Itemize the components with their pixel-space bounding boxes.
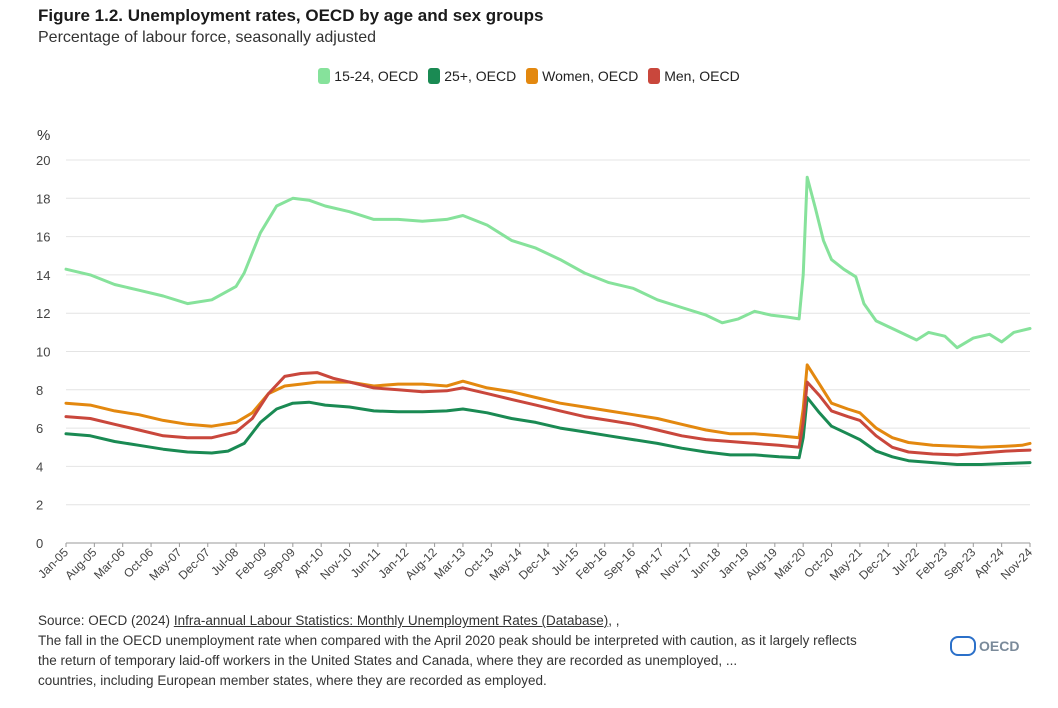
series-line-women-oecd[interactable] xyxy=(64,363,1032,449)
x-tick-label: Nov-10 xyxy=(317,545,354,582)
legend-swatch-women xyxy=(526,68,539,84)
chart-legend: 15-24, OECD 25+, OECD Women, OECD Men, O… xyxy=(0,68,1058,87)
source-suffix: , , xyxy=(608,613,620,628)
x-tick-label: May-14 xyxy=(487,545,525,583)
legend-label-women: Women, OECD xyxy=(542,68,639,84)
x-tick-label: Nov-24 xyxy=(998,545,1035,582)
x-tick-label: Aug-19 xyxy=(743,545,780,582)
x-tick-label: Mar-20 xyxy=(772,545,809,582)
x-tick-label: Dec-07 xyxy=(176,545,213,582)
y-tick-label: 8 xyxy=(36,383,43,398)
y-tick-label: 18 xyxy=(36,191,50,206)
x-tick-label: Mar-13 xyxy=(431,545,468,582)
x-tick-label: Nov-17 xyxy=(658,545,695,582)
legend-swatch-men xyxy=(648,68,661,84)
x-tick-label: May-21 xyxy=(827,545,865,583)
y-tick-label: 16 xyxy=(36,230,50,245)
x-tick-label: Jun-11 xyxy=(348,545,383,580)
y-tick-label: 20 xyxy=(36,153,50,168)
x-tick-label: May-07 xyxy=(146,545,184,583)
series-line-25-oecd[interactable] xyxy=(64,396,1032,466)
oecd-logo-icon xyxy=(950,636,976,656)
y-tick-label: 10 xyxy=(36,345,50,360)
legend-item-15-24[interactable]: 15-24, OECD xyxy=(318,68,418,84)
x-tick-label: Aug-05 xyxy=(62,545,99,582)
series-line-15-24-oecd[interactable] xyxy=(64,175,1032,350)
x-tick-label: Sep-09 xyxy=(261,545,298,582)
legend-label-men: Men, OECD xyxy=(664,68,740,84)
y-tick-label: 12 xyxy=(36,306,50,321)
legend-swatch-15-24 xyxy=(318,68,331,84)
x-tick-label: Mar-06 xyxy=(91,545,128,582)
legend-item-men[interactable]: Men, OECD xyxy=(648,68,740,84)
x-tick-label: Sep-16 xyxy=(601,545,638,582)
y-tick-label: 6 xyxy=(36,421,43,436)
oecd-watermark: OECD xyxy=(950,636,1019,656)
legend-swatch-25-plus xyxy=(428,68,441,84)
note-line-3: countries, including European member sta… xyxy=(38,673,547,688)
y-axis-label: % xyxy=(37,127,50,144)
legend-item-women[interactable]: Women, OECD xyxy=(526,68,638,84)
note-line-1: The fall in the OECD unemployment rate w… xyxy=(38,633,857,648)
y-tick-label: 0 xyxy=(36,536,43,551)
chart-title: Figure 1.2. Unemployment rates, OECD by … xyxy=(38,6,544,25)
source-link[interactable]: Infra-annual Labour Statistics: Monthly … xyxy=(173,613,609,628)
note-line-2: the return of temporary laid-off workers… xyxy=(38,653,738,668)
source-line: Source: OECD (2024) Infra-annual Labour … xyxy=(38,611,1038,631)
legend-label-25-plus: 25+, OECD xyxy=(444,68,517,84)
watermark-text: OECD xyxy=(979,638,1020,654)
legend-item-25-plus[interactable]: 25+, OECD xyxy=(428,68,516,84)
legend-label-15-24: 15-24, OECD xyxy=(334,68,419,84)
x-tick-label: Dec-21 xyxy=(856,545,893,582)
x-tick-label: Dec-14 xyxy=(516,545,553,582)
y-tick-label: 4 xyxy=(36,459,43,474)
y-tick-label: 2 xyxy=(36,498,43,513)
y-tick-label: 14 xyxy=(36,268,50,283)
x-tick-label: Aug-12 xyxy=(402,545,439,582)
x-tick-label: Sep-23 xyxy=(941,545,978,582)
x-tick-label: Jun-18 xyxy=(687,545,723,581)
source-note: Source: OECD (2024) Infra-annual Labour … xyxy=(38,611,1038,691)
source-prefix: Source: OECD (2024) xyxy=(38,613,174,628)
chart-subtitle: Percentage of labour force, seasonally a… xyxy=(38,29,376,46)
series-line-men-oecd[interactable] xyxy=(64,371,1032,457)
